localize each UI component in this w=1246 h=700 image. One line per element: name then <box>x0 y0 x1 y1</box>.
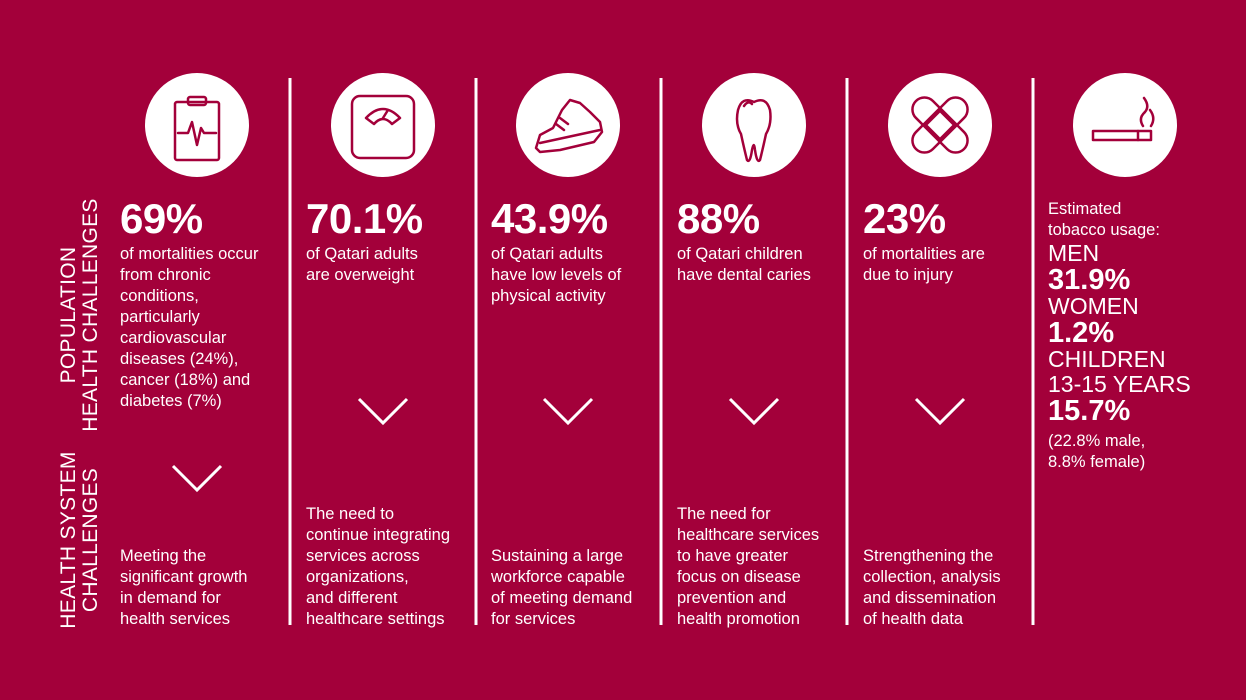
clipboard-icon <box>173 95 221 162</box>
system-challenge-line: focus on disease <box>677 568 801 586</box>
system-challenge-line: health services <box>120 610 231 628</box>
chevrons <box>171 397 966 493</box>
description-line: of Qatari children <box>677 245 803 263</box>
tobacco-label: CHILDREN <box>1048 346 1166 372</box>
description: of Qatari children have dental caries <box>677 244 811 286</box>
system-challenge: The need to continue integrating services … <box>306 504 450 630</box>
description-line: due to injury <box>863 266 953 284</box>
stat-value: 43.9% <box>491 195 608 242</box>
stat-value: 88% <box>677 195 760 242</box>
icon-circles <box>145 73 1177 177</box>
description-line: are overweight <box>306 266 415 284</box>
description-line: have dental caries <box>677 266 811 284</box>
system-challenge-line: health promotion <box>677 610 800 628</box>
description: of mortalities are due to injury <box>863 244 985 286</box>
system-challenge-line: significant growth <box>120 568 248 586</box>
side-label-line: HEALTH SYSTEM <box>57 451 80 629</box>
tobacco-intro-line: tobacco usage: <box>1048 221 1160 239</box>
dividers <box>288 78 1035 625</box>
stat-value: 70.1% <box>306 195 423 242</box>
chevron <box>171 464 223 493</box>
chevron <box>914 397 966 426</box>
system-challenge-line: continue integrating <box>306 526 451 544</box>
tobacco-label: WOMEN <box>1048 293 1139 319</box>
system-challenge: The need for healthcare services to have g… <box>677 504 819 630</box>
icon-circle <box>888 73 992 177</box>
description-line: cancer (18%) and <box>120 371 251 389</box>
description: of Qatari adults are overweight <box>306 244 418 286</box>
system-challenge-line: organizations, <box>306 568 409 586</box>
system-challenge-line: of meeting demand <box>491 589 633 607</box>
system-challenge-line: and dissemination <box>863 589 996 607</box>
side-label-line: POPULATION <box>57 246 80 384</box>
side-label-line: CHALLENGES <box>79 467 102 613</box>
tobacco-note-line: (22.8% male, <box>1048 432 1146 450</box>
system-challenge-line: Sustaining a large <box>491 547 624 565</box>
system-challenge: Strengthening the collection, analysis and… <box>863 546 1001 630</box>
description-line: from chronic <box>120 266 211 284</box>
system-challenge: Meeting the significant growth in demand f… <box>120 546 247 630</box>
tobacco-value: 15.7% <box>1048 395 1131 427</box>
system-challenge-line: The need for <box>677 505 771 523</box>
system-challenge-line: and different <box>306 589 398 607</box>
tobacco-note-line: 8.8% female) <box>1048 453 1146 471</box>
icon-circle <box>145 73 249 177</box>
description-line: diabetes (7%) <box>120 392 222 410</box>
system-challenge-line: collection, analysis <box>863 568 1001 586</box>
tobacco-label: MEN <box>1048 240 1100 266</box>
system-challenge-line: prevention and <box>677 589 787 607</box>
description-line: of Qatari adults <box>491 245 603 263</box>
system-challenge-line: in demand for <box>120 589 221 607</box>
description-line: cardiovascular <box>120 329 227 347</box>
side-label-line: HEALTH CHALLENGES <box>79 198 102 432</box>
system-challenge-line: The need to <box>306 505 395 523</box>
system-challenge-line: healthcare settings <box>306 610 445 628</box>
chevron <box>542 397 594 426</box>
tobacco-label: 13-15 YEARS <box>1048 371 1191 397</box>
description-line: conditions, <box>120 287 199 305</box>
icon-circle <box>331 73 435 177</box>
description-line: of mortalities occur <box>120 245 259 263</box>
system-challenge-line: Meeting the <box>120 547 207 565</box>
stat-value: 23% <box>863 195 946 242</box>
tobacco-intro-line: Estimated <box>1048 200 1122 218</box>
chevron <box>357 397 409 426</box>
system-challenge-line: of health data <box>863 610 963 628</box>
tooth-icon <box>735 99 772 163</box>
tobacco-note: (22.8% male, 8.8% female) <box>1048 431 1191 473</box>
side-label: POPULATION HEALTH CHALLENGES <box>57 195 102 435</box>
description-line: of Qatari adults <box>306 245 418 263</box>
cigarette-icon <box>1091 96 1155 142</box>
description-line: physical activity <box>491 287 606 305</box>
side-label: HEALTH SYSTEM CHALLENGES <box>57 420 102 660</box>
description: of Qatari adults have low levels of physic… <box>491 244 621 307</box>
system-challenge-line: to have greater <box>677 547 788 565</box>
bandage-icon <box>911 96 969 154</box>
system-challenge-line: Strengthening the <box>863 547 994 565</box>
stat-value: 69% <box>120 195 203 242</box>
system-challenge-line: services across <box>306 547 420 565</box>
chevron <box>728 397 780 426</box>
description: of mortalities occur from chronic conditio… <box>120 244 258 412</box>
description-line: have low levels of <box>491 266 622 284</box>
system-challenge-line: for services <box>491 610 576 628</box>
tobacco-value: 31.9% <box>1048 264 1131 296</box>
system-challenge-line: healthcare services <box>677 526 820 544</box>
system-challenge: Sustaining a large workforce capable of me… <box>491 546 632 630</box>
tobacco: Estimated tobacco usage: MEN 31.9% WOMEN 1.2%… <box>1048 199 1191 473</box>
shoe-icon <box>534 98 604 154</box>
scale-icon <box>350 94 416 160</box>
tobacco-value: 1.2% <box>1048 317 1115 349</box>
description-line: particularly <box>120 308 200 326</box>
system-challenge-line: workforce capable <box>491 568 625 586</box>
icon-circle <box>1073 73 1177 177</box>
description-line: of mortalities are <box>863 245 985 263</box>
icon-circle <box>702 73 806 177</box>
description-line: diseases (24%), <box>120 350 239 368</box>
